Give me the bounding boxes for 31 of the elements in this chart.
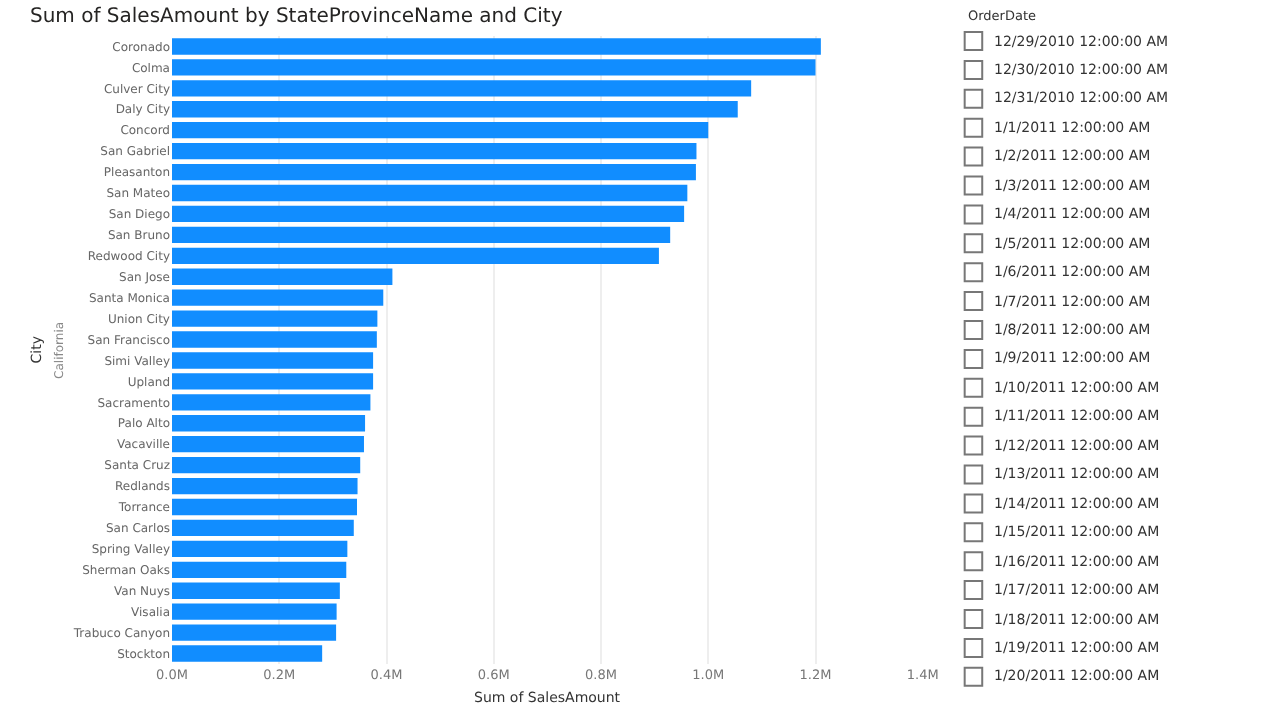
bar [172,101,738,118]
bar [172,352,374,369]
bar [172,582,340,599]
bar [172,80,752,97]
bar [172,603,337,620]
bar [172,226,671,244]
bar [172,184,688,202]
bar [172,415,366,432]
bar [172,477,358,495]
bar [172,38,821,55]
bar [172,561,347,578]
bar [172,289,384,306]
bar [172,519,354,537]
chart-title: Sum of SalesAmount by StateProvinceName and City [30,6,563,28]
bar [172,394,371,411]
bar [172,122,709,139]
bar [172,310,378,327]
bar [172,59,816,76]
bar [172,331,377,348]
bar [172,142,697,160]
bar [172,268,393,285]
bar [172,436,364,453]
bar [172,645,323,662]
bar [172,498,357,516]
bar [172,163,696,181]
bar [172,247,659,264]
bar [172,624,337,641]
bar [172,205,685,223]
bar [172,373,374,390]
bar [172,456,361,474]
bar [172,540,348,558]
